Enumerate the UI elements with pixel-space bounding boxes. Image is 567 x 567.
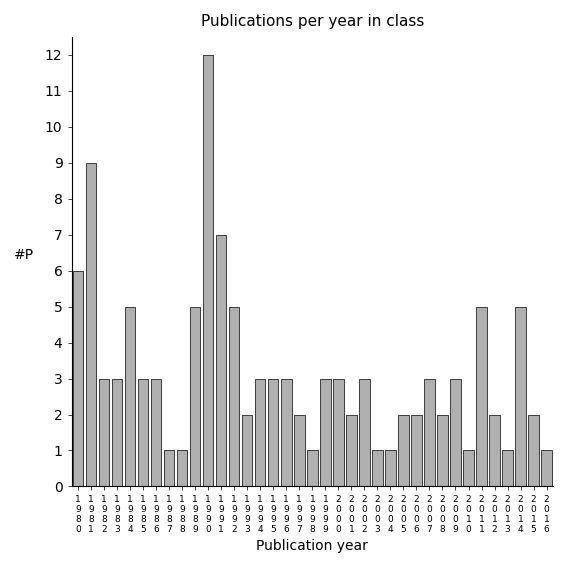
Bar <box>359 379 370 486</box>
Bar <box>333 379 344 486</box>
Bar <box>138 379 149 486</box>
Bar <box>541 450 552 486</box>
Bar <box>411 414 422 486</box>
Bar <box>372 450 383 486</box>
Bar <box>515 307 526 486</box>
Bar <box>125 307 136 486</box>
Bar <box>203 55 213 486</box>
Bar <box>502 450 513 486</box>
Bar <box>476 307 486 486</box>
Y-axis label: #P: #P <box>14 248 34 262</box>
Title: Publications per year in class: Publications per year in class <box>201 14 424 29</box>
Bar <box>450 379 461 486</box>
Bar <box>424 379 435 486</box>
Bar <box>164 450 175 486</box>
Bar <box>281 379 291 486</box>
Bar <box>528 414 539 486</box>
Bar <box>229 307 239 486</box>
Bar <box>398 414 409 486</box>
Bar <box>320 379 331 486</box>
Bar <box>346 414 357 486</box>
Bar <box>242 414 252 486</box>
Bar <box>112 379 122 486</box>
Bar <box>489 414 500 486</box>
Bar <box>463 450 473 486</box>
Bar <box>255 379 265 486</box>
Bar <box>99 379 109 486</box>
Bar <box>268 379 278 486</box>
Bar <box>73 270 83 486</box>
Bar <box>86 163 96 486</box>
Bar <box>151 379 162 486</box>
Bar <box>216 235 226 486</box>
Bar <box>294 414 304 486</box>
Bar <box>190 307 200 486</box>
X-axis label: Publication year: Publication year <box>256 539 369 553</box>
Bar <box>307 450 318 486</box>
Bar <box>177 450 188 486</box>
Bar <box>437 414 448 486</box>
Bar <box>385 450 396 486</box>
